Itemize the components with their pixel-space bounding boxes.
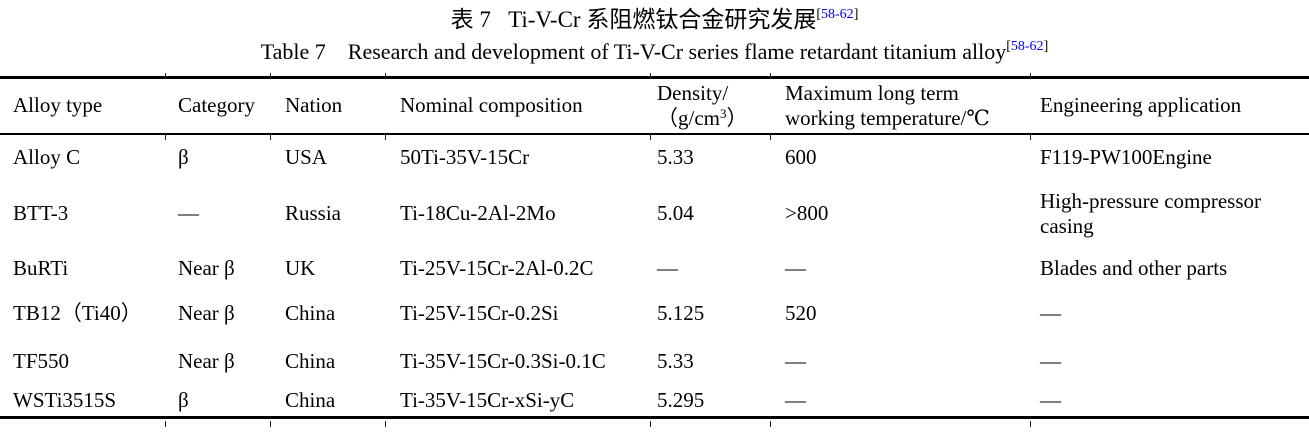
cell-max-temp: —	[785, 349, 806, 374]
rule-tick	[650, 421, 651, 427]
cell-alloy-type: TF550	[13, 349, 70, 374]
cell-composition: Ti-18Cu-2Al-2Mo	[400, 201, 556, 226]
cell-alloy-type: TB12（Ti40）	[13, 301, 142, 326]
cell-category: —	[178, 201, 199, 226]
cell-composition: Ti-35V-15Cr-xSi-yC	[400, 388, 575, 413]
citation-bracket-open: [	[1006, 39, 1011, 54]
cell-application: High-pressure compressor casing	[1040, 188, 1262, 238]
rule-tick	[165, 134, 166, 140]
rule-tick	[1030, 134, 1031, 140]
header-density-line1: Density/	[657, 80, 729, 105]
caption-en-text: Table 7 Research and development of Ti-V…	[260, 39, 1007, 64]
cell-composition: Ti-25V-15Cr-0.2Si	[400, 301, 559, 326]
cell-category: Near β	[178, 349, 235, 374]
cell-alloy-type: WSTi3515S	[13, 388, 117, 413]
cell-max-temp: 600	[785, 144, 817, 169]
header-density: Density/ （g/cm3）	[650, 78, 770, 134]
table-header: Alloy type Category Nation Nominal compo…	[0, 78, 1309, 134]
density-unit-post: ）	[726, 105, 748, 130]
cell-category: β	[178, 144, 189, 169]
header-nation: Nation	[285, 93, 343, 118]
rule-tick	[165, 73, 166, 79]
rule-tick	[385, 134, 386, 140]
cell-nation: USA	[285, 144, 328, 169]
header-nominal-composition: Nominal composition	[400, 93, 583, 118]
cell-application: —	[1040, 301, 1061, 326]
rule-tick	[385, 421, 386, 427]
cell-category: Near β	[178, 256, 235, 281]
cell-max-temp: —	[785, 256, 806, 281]
rule-tick	[270, 421, 271, 427]
citation-bracket-close: ]	[1043, 39, 1049, 54]
header-density-line2: （g/cm3）	[657, 106, 770, 131]
citation-bracket-close: ]	[853, 7, 859, 22]
cell-alloy-type: Alloy C	[13, 144, 81, 169]
table-row: BTT-3 — Russia Ti-18Cu-2Al-2Mo 5.04 >800 High-…	[0, 180, 1309, 248]
alloy-research-table: Alloy type Category Nation Nominal compo…	[0, 76, 1309, 419]
rule-tick	[1030, 421, 1031, 427]
header-max-working-temperature: Maximum long term working temperature/℃	[770, 78, 1030, 134]
cell-nation: China	[285, 349, 336, 374]
cell-composition: Ti-35V-15Cr-0.3Si-0.1C	[400, 349, 606, 374]
header-max-temp-line1: Maximum long term	[785, 80, 959, 105]
citation-superscript-cn: [58-62]	[816, 7, 858, 22]
rule-tick	[385, 73, 386, 79]
cell-application: Blades and other parts	[1040, 256, 1228, 281]
cell-density: 5.04	[657, 201, 694, 226]
cell-category: Near β	[178, 301, 235, 326]
table-caption-english: Table 7 Research and development of Ti-V…	[0, 38, 1309, 70]
cell-density: 5.295	[657, 388, 705, 413]
rule-tick	[650, 134, 651, 140]
table-row: TB12（Ti40） Near β China Ti-25V-15Cr-0.2Si 5.…	[0, 290, 1309, 338]
citation-numbers: 58-62	[821, 7, 854, 22]
table-row: Alloy C β USA 50Ti-35V-15Cr 5.33 600 F119-PW10…	[0, 134, 1309, 180]
table-caption-chinese: 表 7 Ti-V-Cr 系阻燃钛合金研究发展[58-62]	[0, 6, 1309, 38]
rule-tick	[270, 134, 271, 140]
header-row: Alloy type Category Nation Nominal compo…	[0, 78, 1309, 134]
cell-category: β	[178, 388, 189, 413]
header-max-temp-line2: working temperature/℃	[785, 105, 990, 130]
table-body: Alloy C β USA 50Ti-35V-15Cr 5.33 600 F119-PW10…	[0, 134, 1309, 418]
citation-superscript-en: [58-62]	[1006, 39, 1048, 54]
cell-density: 5.33	[657, 349, 694, 374]
citation-bracket-open: [	[816, 7, 822, 22]
cell-alloy-type: BuRTi	[13, 256, 69, 281]
cell-application: F119-PW100Engine	[1040, 144, 1212, 169]
header-category: Category	[178, 93, 255, 118]
rule-tick	[650, 73, 651, 79]
header-engineering-application: Engineering application	[1040, 93, 1242, 118]
cell-nation: China	[285, 301, 336, 326]
cell-density: 5.125	[657, 301, 705, 326]
density-unit-exponent: 3	[720, 105, 727, 121]
cell-application: —	[1040, 388, 1061, 413]
rule-tick	[770, 134, 771, 140]
table-row: TF550 Near β China Ti-35V-15Cr-0.3Si-0.1C 5.…	[0, 338, 1309, 386]
cell-nation: China	[285, 388, 336, 413]
cell-composition: Ti-25V-15Cr-2Al-0.2C	[400, 256, 594, 281]
cell-max-temp: >800	[785, 201, 829, 226]
rule-tick	[770, 73, 771, 79]
cell-max-temp: —	[785, 388, 806, 413]
cell-application: —	[1040, 349, 1061, 374]
header-alloy-type: Alloy type	[13, 93, 103, 118]
rule-tick	[270, 73, 271, 79]
table-row: BuRTi Near β UK Ti-25V-15Cr-2Al-0.2C — — Blade…	[0, 248, 1309, 290]
rule-tick	[1030, 73, 1031, 79]
density-unit-pre: （g/cm	[657, 105, 720, 130]
cell-nation: UK	[285, 256, 316, 281]
cell-density: 5.33	[657, 144, 694, 169]
table-row: WSTi3515S β China Ti-35V-15Cr-xSi-yC 5.295 — —	[0, 386, 1309, 418]
cell-composition: 50Ti-35V-15Cr	[400, 144, 530, 169]
cell-density: —	[657, 256, 678, 281]
citation-numbers: 58-62	[1010, 39, 1044, 54]
rule-tick	[165, 421, 166, 427]
rule-tick	[770, 421, 771, 427]
cell-nation: Russia	[285, 201, 342, 226]
caption-cn-text: 表 7 Ti-V-Cr 系阻燃钛合金研究发展	[450, 7, 817, 32]
cell-alloy-type: BTT-3	[13, 201, 69, 226]
cell-max-temp: 520	[785, 301, 817, 326]
